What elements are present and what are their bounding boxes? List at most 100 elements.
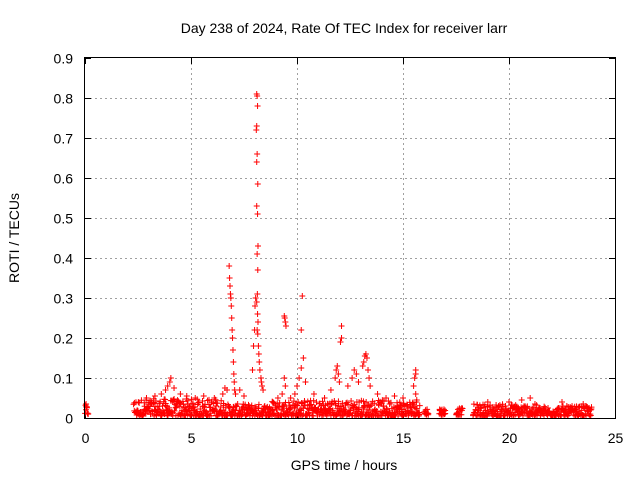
- data-point: [580, 401, 587, 407]
- data-point: [399, 411, 406, 418]
- plot-frame: [84, 57, 616, 419]
- x-tick-label: 20: [502, 430, 518, 446]
- data-point: [245, 401, 252, 408]
- y-tick-label: 0.1: [54, 371, 74, 387]
- data-point: [231, 379, 238, 385]
- data-point: [353, 371, 360, 377]
- data-point: [587, 406, 594, 413]
- data-point: [226, 263, 233, 269]
- data-point: [359, 363, 366, 369]
- data-point: [269, 407, 276, 414]
- data-point: [477, 405, 484, 412]
- data-point: [255, 401, 262, 408]
- data-point: [162, 387, 169, 393]
- data-point: [192, 395, 199, 401]
- data-point: [281, 375, 288, 381]
- data-point: [254, 319, 261, 325]
- data-point: [349, 375, 356, 381]
- x-tick-label: 10: [290, 430, 306, 446]
- data-point: [344, 383, 351, 389]
- data-point: [177, 391, 184, 397]
- data-point: [205, 411, 212, 418]
- data-point: [193, 408, 200, 415]
- data-point: [459, 405, 466, 412]
- data-point: [396, 399, 403, 406]
- data-point: [294, 402, 301, 409]
- data-point: [366, 406, 373, 413]
- data-point: [236, 387, 243, 393]
- y-tick-label: 0.7: [54, 131, 74, 147]
- data-point: [520, 410, 527, 417]
- data-point: [327, 387, 334, 393]
- data-point: [176, 399, 183, 406]
- data-point: [158, 391, 165, 397]
- data-point: [300, 355, 307, 361]
- data-point: [306, 411, 313, 418]
- data-point: [157, 412, 164, 419]
- data-point: [313, 399, 320, 406]
- x-axis-label: GPS time / hours: [291, 457, 398, 473]
- data-point: [254, 103, 261, 109]
- data-point: [298, 365, 305, 371]
- data-point: [229, 347, 236, 353]
- y-tick-label: 0.4: [54, 251, 74, 267]
- data-point: [200, 393, 207, 399]
- data-point: [270, 399, 277, 406]
- data-point: [134, 407, 141, 414]
- data-point: [360, 398, 367, 405]
- x-tick-label: 15: [396, 430, 412, 446]
- data-point: [227, 295, 234, 301]
- data-point: [559, 399, 565, 405]
- data-point: [254, 331, 261, 337]
- data-point: [161, 411, 168, 418]
- data-point: [162, 400, 169, 407]
- data-point: [254, 181, 261, 187]
- data-point: [227, 283, 234, 289]
- data-point: [387, 399, 394, 406]
- y-tick-label: 0.6: [54, 171, 74, 187]
- data-point: [413, 397, 420, 403]
- data-point: [253, 299, 260, 305]
- data-point: [204, 397, 211, 404]
- data-point: [470, 401, 477, 408]
- data-point: [391, 393, 398, 399]
- data-point: [355, 379, 362, 385]
- data-point: [416, 411, 423, 418]
- data-point: [188, 412, 195, 419]
- data-point: [255, 351, 262, 357]
- data-point: [188, 396, 195, 403]
- data-point: [171, 407, 178, 414]
- data-point: [255, 343, 262, 349]
- data-point: [524, 403, 531, 410]
- data-point: [458, 411, 465, 418]
- data-point: [234, 401, 241, 408]
- data-point: [363, 355, 370, 361]
- data-point: [411, 375, 418, 381]
- data-point: [254, 211, 261, 217]
- data-point: [151, 393, 158, 399]
- data-point: [282, 383, 289, 389]
- data-point: [83, 401, 90, 407]
- data-point: [146, 406, 153, 413]
- data-point: [412, 391, 419, 397]
- y-tick-labels: 0 0.1 0.2 0.3 0.4 0.5 0.6 0.7 0.8 0.9: [54, 51, 74, 427]
- data-point: [527, 395, 534, 401]
- data-point: [152, 397, 159, 404]
- data-point: [332, 402, 339, 409]
- data-point: [400, 395, 406, 401]
- data-point: [256, 359, 263, 365]
- data-point: [208, 412, 215, 419]
- data-point: [440, 406, 447, 413]
- y-tick-label: 0: [65, 411, 73, 427]
- data-point: [368, 402, 375, 409]
- data-point: [254, 93, 261, 99]
- data-point: [416, 402, 423, 409]
- x-tick-label: 25: [608, 430, 624, 446]
- data-point: [226, 275, 233, 281]
- data-point: [253, 159, 260, 165]
- data-point: [425, 411, 432, 418]
- data-point: [171, 396, 178, 403]
- data-point: [259, 383, 266, 389]
- data-point: [195, 399, 202, 406]
- data-point: [334, 363, 341, 369]
